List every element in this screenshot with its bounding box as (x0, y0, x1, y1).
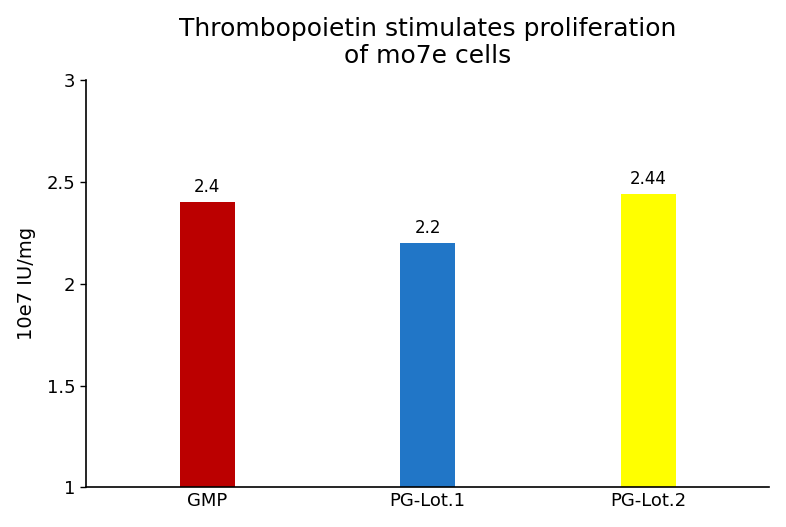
Text: 2.44: 2.44 (630, 170, 667, 188)
Text: 2.4: 2.4 (194, 178, 220, 196)
Y-axis label: 10e7 IU/mg: 10e7 IU/mg (17, 227, 35, 340)
Bar (400, 243, 455, 487)
Text: 2.2: 2.2 (414, 219, 441, 237)
Bar (180, 202, 235, 487)
Bar (620, 194, 676, 487)
Title: Thrombopoietin stimulates proliferation
of mo7e cells: Thrombopoietin stimulates proliferation … (179, 17, 676, 69)
